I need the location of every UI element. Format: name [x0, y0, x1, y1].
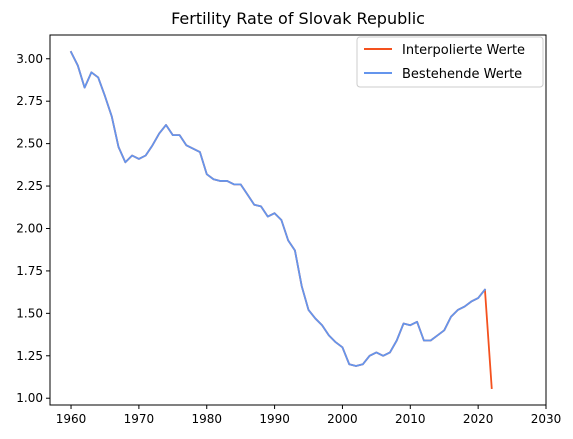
- y-tick-label: 2.25: [16, 179, 43, 193]
- x-tick-label: 1990: [259, 412, 290, 426]
- legend-box: [356, 36, 544, 88]
- y-tick-label: 2.75: [16, 94, 43, 108]
- x-tick-label: 2030: [531, 412, 562, 426]
- legend-label-interpolierte-werte: Interpolierte Werte: [402, 43, 525, 58]
- x-axis: 1960 1970 1980 1990 2000 2010 2020 2030: [56, 405, 562, 426]
- y-tick-label: 1.75: [16, 264, 43, 278]
- chart-title: Fertility Rate of Slovak Republic: [171, 9, 425, 28]
- series-line-bestehende-werte: [69, 50, 487, 367]
- legend-label-bestehende-werte: Bestehende Werte: [402, 67, 522, 82]
- x-tick-label: 2010: [395, 412, 426, 426]
- series-layer: [69, 50, 493, 389]
- y-tick-label: 1.25: [16, 349, 43, 363]
- x-tick-label: 1970: [124, 412, 155, 426]
- y-tick-label: 1.00: [16, 391, 43, 405]
- x-tick-label: 1980: [191, 412, 222, 426]
- x-tick-label: 1960: [56, 412, 87, 426]
- legend: Interpolierte Werte Bestehende Werte: [356, 36, 544, 88]
- y-tick-label: 2.50: [16, 137, 43, 151]
- plot-area-frame: [49, 34, 547, 406]
- y-tick-label: 3.00: [16, 52, 43, 66]
- x-tick-label: 2000: [327, 412, 358, 426]
- x-tick-label: 2020: [463, 412, 494, 426]
- y-axis: 1.00 1.25 1.50 1.75 2.00 2.25 2.50 2.75 3.00: [16, 52, 50, 405]
- y-tick-label: 1.50: [16, 306, 43, 320]
- y-tick-label: 2.00: [16, 221, 43, 235]
